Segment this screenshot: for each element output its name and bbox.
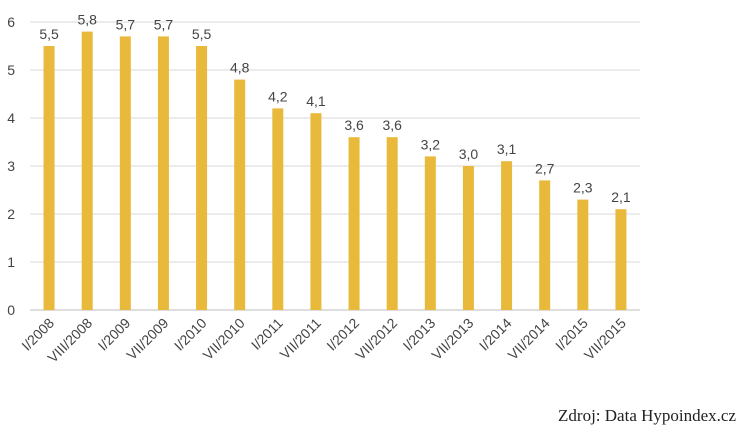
y-tick-label: 4 [7,110,15,126]
bar [81,31,93,310]
bar [234,79,246,310]
x-tick-label: VII/2012 [352,315,400,363]
x-tick-label: VII/2013 [428,315,476,363]
data-label: 2,3 [573,180,593,196]
bar [310,113,322,310]
data-label: 5,5 [192,26,212,42]
bar [119,36,131,311]
bar [43,46,55,310]
x-tick-label: VII/2010 [200,315,248,363]
chart-area: 0 1 2 3 4 5 6 5,5 I/2008 5,8 VIII/2008 5,7 I/2009 5,7… [7,12,640,366]
y-tick-label: 6 [7,14,15,30]
bar [577,199,589,310]
bar-chart: 01234565,5I/20085,8VIII/20085,7I/20095,7… [7,12,640,366]
bar [272,108,284,311]
x-tick-label: VII/2009 [123,315,171,363]
data-label: 4,1 [306,93,326,109]
data-label: 3,1 [497,141,517,157]
data-label: 3,6 [382,117,402,133]
bar [424,156,436,310]
bar [386,137,398,310]
data-label: 5,7 [154,16,174,32]
data-label: 3,0 [459,146,479,162]
bar [615,209,627,310]
bar [501,161,513,310]
data-label: 5,5 [39,26,59,42]
data-label: 5,7 [116,16,136,32]
y-tick-label: 1 [7,254,15,270]
bar [348,137,360,310]
y-tick-label: 2 [7,206,15,222]
bar [539,180,551,310]
y-tick-label: 0 [7,302,15,318]
bar [462,166,474,310]
data-label: 5,8 [77,12,97,28]
bar [196,46,208,310]
data-label: 2,1 [611,189,631,205]
y-tick-label: 3 [7,158,15,174]
bar [157,36,169,311]
data-label: 2,7 [535,160,555,176]
data-label: 4,2 [268,88,288,104]
data-label: 3,2 [421,136,441,152]
x-tick-label: VII/2014 [505,315,553,363]
y-tick-label: 5 [7,62,15,78]
data-label: 4,8 [230,60,250,76]
x-tick-label: VII/2011 [277,315,325,363]
data-label: 3,6 [344,117,364,133]
source-note: Zdroj: Data Hypoindex.cz [558,406,736,425]
x-tick-label: VII/2015 [581,315,629,363]
